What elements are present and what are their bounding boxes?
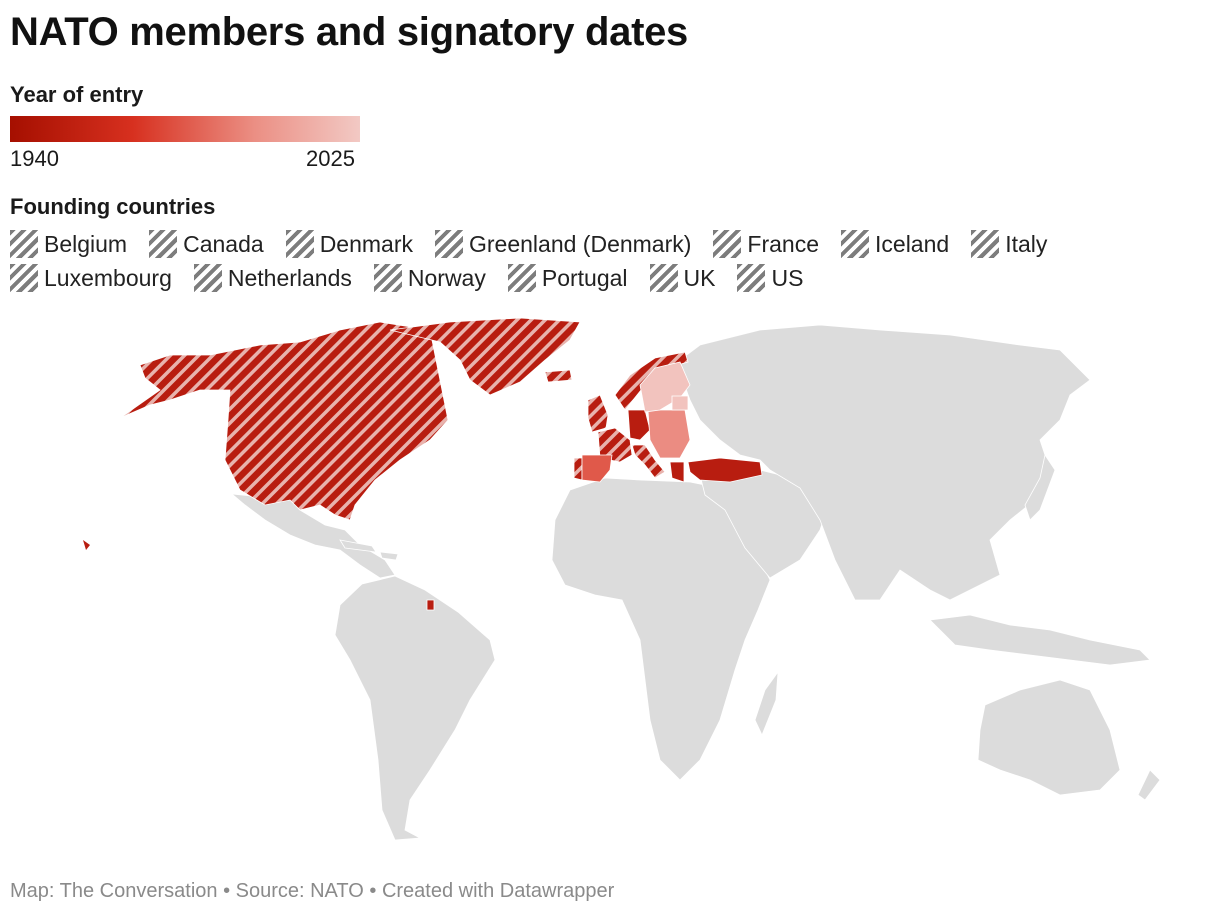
country-spain [581,454,613,483]
legend-item-belgium: Belgium [10,230,127,258]
legend-item-us: US [737,264,803,292]
legend-label: UK [683,264,716,291]
hatch-swatch-icon [737,264,766,292]
legend-item-netherlands: Netherlands [193,264,352,292]
page-title: NATO members and signatory dates [10,10,688,54]
legend-label: US [771,264,804,291]
country-italy [631,444,666,479]
gradient-legend-title: Year of entry [10,82,144,107]
hatch-swatch-icon [285,230,314,258]
land-new-zealand [1137,769,1161,801]
legend-item-norway: Norway [373,264,486,292]
color-scale-bar [10,116,360,142]
world-map [83,317,1161,841]
hatch-swatch-icon [841,230,870,258]
country-uk [587,394,609,433]
hatch-swatch-icon [435,230,463,258]
legend-label: Greenland (Denmark) [469,230,692,257]
hatch-swatch-icon [10,230,38,258]
hatch-swatch-icon [10,264,38,292]
legend-item-luxembourg: Luxembourg [10,264,172,292]
country-french-guiana [426,599,435,611]
country-portugal [573,457,583,481]
legend-item-iceland: Iceland [841,230,949,258]
legend-item-france: France [713,230,819,258]
legend-label: Italy [1005,230,1048,257]
legend-item-greenland: Greenland (Denmark) [435,230,691,258]
gradient-min-label: 1940 [10,146,59,171]
source-footer: Map: The Conversation • Source: NATO • C… [10,880,615,902]
land-south-america [334,575,496,841]
hatch-swatch-icon [507,264,536,292]
legend-label: Portugal [541,264,628,291]
land-caribbean [339,539,399,561]
hatch-swatch-icon [971,230,1000,258]
country-turkey [687,457,763,483]
legend-item-portugal: Portugal [507,264,628,292]
land-mexico-central-america [230,493,396,579]
country-greenland [389,317,581,396]
legend-item-italy: Italy [971,230,1047,258]
gradient-max-label: 2025 [306,146,355,171]
land-southeast-asia [929,614,1151,666]
legend-item-denmark: Denmark [285,230,413,258]
land-japan [1024,453,1056,521]
legend-label: Luxembourg [44,264,172,291]
legend-item-canada: Canada [149,230,264,258]
legend-label: Iceland [875,230,950,257]
legend-label: Canada [183,230,264,257]
hatch-swatch-icon [649,264,678,292]
legend-item-uk: UK [649,264,716,292]
country-canada-us [119,321,449,521]
hatch-swatch-icon [713,230,742,258]
country-iceland [544,369,573,383]
founding-countries-legend: Belgium Canada Denmark Greenland (Denmar… [10,230,1090,292]
country-hawaii [83,540,90,550]
country-greece [669,461,685,483]
country-central-europe [647,409,691,459]
land-madagascar [754,670,779,737]
founding-legend-title: Founding countries [10,194,216,219]
hatch-swatch-icon [193,264,222,292]
land-australia [977,679,1121,796]
hatch-swatch-icon [149,230,178,258]
legend-label: Belgium [44,230,128,257]
legend-label: Netherlands [227,264,352,291]
country-germany [627,409,651,441]
land-eurasia [679,324,1091,601]
legend-label: Norway [407,264,486,291]
legend-label: France [747,230,820,257]
legend-label: Denmark [319,230,413,257]
hatch-swatch-icon [373,264,402,292]
country-baltics [671,395,689,411]
